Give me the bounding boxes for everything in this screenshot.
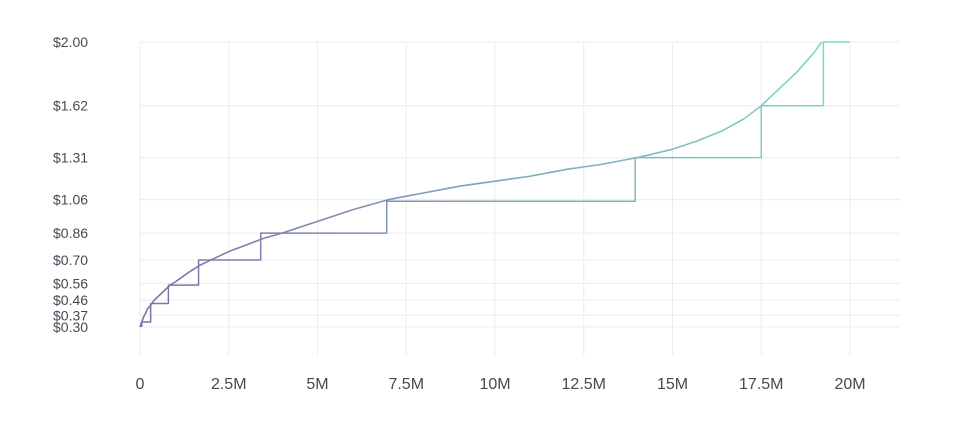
x-tick-label: 12.5M [562,376,606,393]
y-tick-label: $0.70 [53,252,88,268]
x-tick-label: 5M [306,376,328,393]
grid [139,41,900,355]
x-tick-label: 0 [136,376,145,393]
x-tick-label: 2.5M [211,376,247,393]
price-step-line [141,41,850,327]
x-tick-label: 17.5M [739,376,783,393]
y-tick-label: $0.37 [53,307,88,323]
x-tick-label: 20M [834,376,865,393]
y-tick-label: $0.86 [53,225,88,241]
y-tick-label: $2.00 [53,34,88,50]
y-tick-label: $1.31 [53,150,88,166]
x-tick-label: 10M [479,376,510,393]
x-tick-label: 15M [657,376,688,393]
y-tick-label: $0.30 [53,319,88,335]
y-tick-label: $1.06 [53,192,88,208]
y-tick-label: $0.46 [53,292,88,308]
y-axis-ticks: $0.30$0.37$0.46$0.56 $0.70 $0.86 $1.06 $1.31… [53,34,88,335]
series-layer [139,41,850,328]
x-axis-ticks: 0 2.5M 5M 7.5M 10M 12.5M 15M 17.5M 20M [136,376,866,393]
y-tick-label: $1.62 [53,98,88,114]
x-tick-label: 7.5M [388,376,424,393]
price-curve-line [139,41,823,328]
y-tick-label: $0.56 [53,275,88,291]
